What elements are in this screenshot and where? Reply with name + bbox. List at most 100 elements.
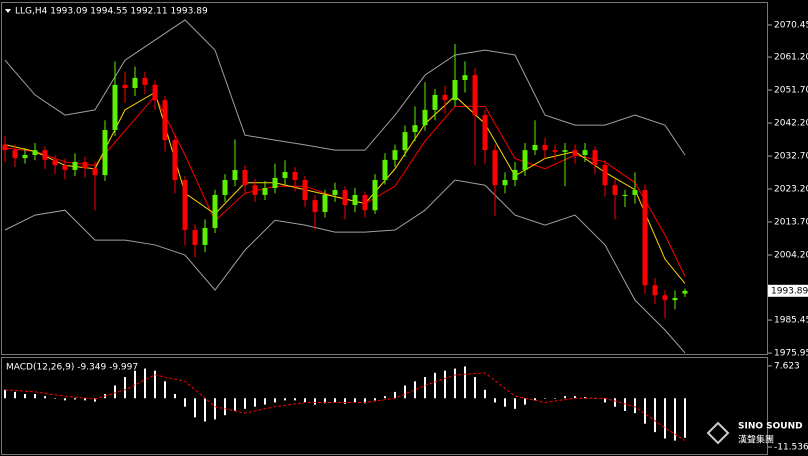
chart-title: LLG,H4 1993.09 1994.55 1992.11 1993.89: [15, 7, 208, 17]
macd-frame: [1, 357, 768, 455]
macd-bar: [194, 398, 196, 418]
macd-bar: [584, 396, 586, 399]
menu-arrow[interactable]: [5, 9, 11, 13]
candle-body: [412, 125, 418, 133]
macd-bar: [664, 398, 666, 439]
candle-body: [2, 144, 8, 151]
macd-bar: [504, 398, 506, 407]
macd-bar: [234, 398, 236, 411]
candle-body: [462, 75, 468, 80]
candle-body: [232, 169, 238, 180]
macd-bar: [634, 398, 636, 414]
macd-bar: [414, 381, 416, 399]
candle-body: [612, 185, 618, 195]
macd-bar: [624, 398, 626, 411]
macd-bar: [54, 398, 56, 399]
candle-body: [192, 230, 198, 245]
candle-body: [282, 172, 288, 178]
candle-body: [352, 194, 358, 205]
indicator-line: [4, 179, 686, 354]
candle-body: [552, 150, 558, 152]
y-tick-label: 1975.95: [774, 349, 808, 359]
macd-bar: [124, 377, 126, 399]
macd-bar: [614, 398, 616, 407]
macd-bar: [554, 398, 556, 399]
macd-bar: [404, 385, 406, 399]
macd-bar: [464, 366, 466, 399]
macd-bar: [74, 398, 76, 400]
candle-body: [222, 180, 228, 195]
macd-bar: [304, 398, 306, 403]
candle-body: [602, 165, 608, 186]
macd-bar: [644, 398, 646, 424]
macd-bar: [4, 389, 6, 399]
candle-body: [492, 150, 498, 186]
candle-body: [452, 80, 458, 101]
y-tick-label: 2051.70: [774, 86, 808, 96]
macd-bar: [154, 370, 156, 399]
candle-body: [532, 144, 538, 151]
candle-body: [262, 187, 268, 195]
watermark: SINO SOUND 漢聲集團: [706, 422, 803, 446]
candle-body: [422, 109, 428, 126]
macd-bar: [214, 398, 216, 420]
candle-body: [132, 77, 138, 88]
candle-body: [242, 169, 248, 186]
macd-bar: [14, 391, 16, 399]
macd-bar: [474, 377, 476, 399]
candle-body: [272, 177, 278, 188]
macd-bar: [384, 396, 386, 399]
macd-bar: [254, 398, 256, 407]
y-tick-label: 2004.20: [774, 251, 808, 261]
candle-body: [22, 155, 28, 159]
candle-body: [12, 150, 18, 159]
macd-bar: [654, 398, 656, 433]
candle-body: [122, 84, 128, 88]
candle-body: [592, 150, 598, 166]
macd-bar: [144, 368, 146, 399]
candle-body: [292, 172, 298, 180]
macd-bar: [494, 398, 496, 403]
macd-bar: [374, 398, 376, 401]
candle-body: [302, 180, 308, 201]
candle-body: [212, 194, 218, 228]
main-frame: [1, 2, 768, 355]
candle-body: [482, 115, 488, 151]
candle-body: [672, 298, 678, 301]
macd-bar: [64, 398, 66, 401]
macd-bar: [354, 398, 356, 403]
macd-bar: [684, 398, 686, 438]
macd-bar: [484, 389, 486, 399]
macd-bar: [274, 398, 276, 403]
macd-title: MACD(12,26,9) -9.349 -9.997: [6, 363, 138, 373]
macd-bar: [434, 372, 436, 399]
macd-bar: [534, 398, 536, 401]
macd-bar: [284, 398, 286, 401]
candle-body: [32, 150, 38, 155]
candle-body: [322, 194, 328, 212]
watermark-name: SINO SOUND: [738, 422, 803, 432]
y-tick-label: 2023.20: [774, 185, 808, 195]
macd-bar: [24, 394, 26, 399]
candle-body: [332, 190, 338, 195]
macd-bar: [294, 398, 296, 401]
candle-body: [342, 190, 348, 205]
candle-body: [632, 190, 638, 195]
candle-body: [662, 295, 668, 301]
indicator-line: [4, 91, 686, 284]
current-price: 1993.89: [771, 286, 808, 296]
candle-body: [142, 77, 148, 85]
candle-body: [72, 161, 78, 170]
macd-bar: [44, 396, 46, 399]
candle-body: [572, 150, 578, 155]
candle-body: [102, 130, 108, 176]
candle-body: [92, 168, 98, 176]
candle-body: [432, 94, 438, 110]
candle-body: [172, 140, 178, 180]
macd-bar: [244, 398, 246, 409]
macd-bar: [84, 398, 86, 401]
macd-bar: [604, 398, 606, 403]
y-tick-label: 2032.70: [774, 152, 808, 162]
